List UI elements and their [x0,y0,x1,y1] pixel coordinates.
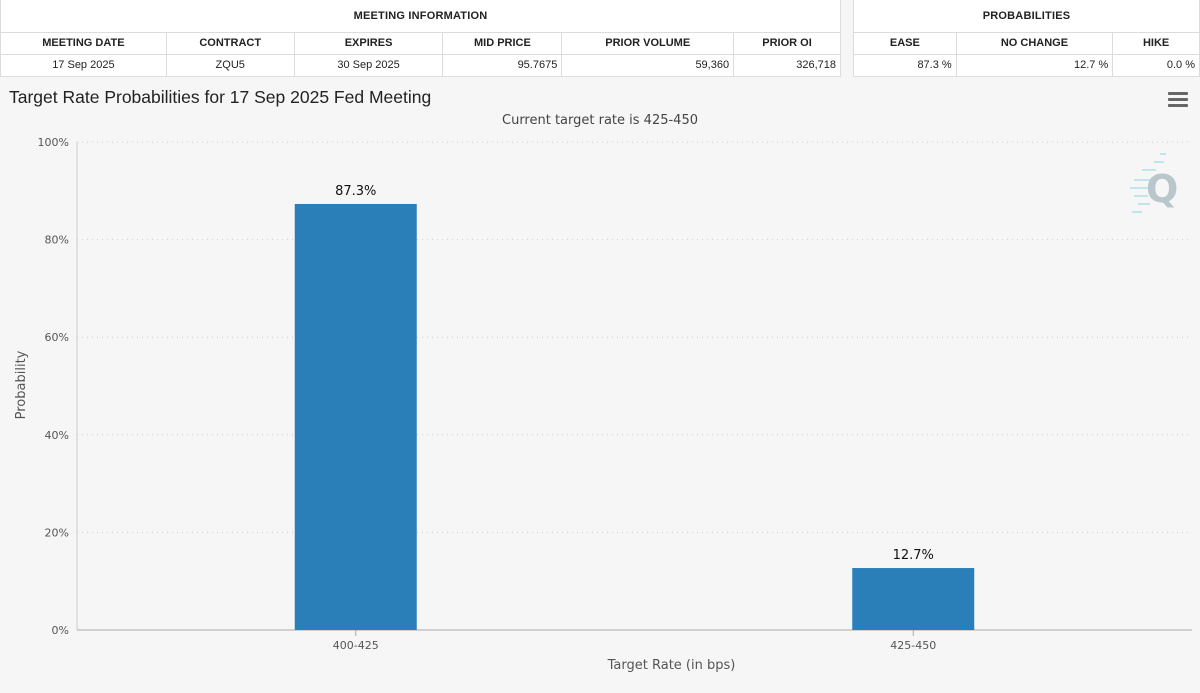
table-row: 87.3 % 12.7 % 0.0 % [853,53,1200,77]
probabilities-table: PROBABILITIES EASE NO CHANGE HIKE 87.3 %… [853,0,1200,77]
cell-ease: 87.3 % [853,53,957,77]
meeting-information-table: MEETING INFORMATION MEETING DATE CONTRAC… [0,0,841,77]
bar [852,568,975,630]
col-ease: EASE [853,31,957,55]
col-contract: CONTRACT [165,31,295,55]
y-tick-label: 40% [45,429,69,442]
cell-meeting-date: 17 Sep 2025 [0,53,167,77]
data-label: 12.7% [893,548,934,563]
x-tick-label: 425-450 [890,639,936,652]
chart-title: Target Rate Probabilities for 17 Sep 202… [9,87,432,107]
table-separator [841,0,853,78]
table-row: 17 Sep 2025 ZQU5 30 Sep 2025 95.7675 59,… [0,53,841,77]
cell-prior-oi: 326,718 [733,53,841,77]
hamburger-menu-icon[interactable] [1168,92,1188,108]
svg-text:Q: Q [1146,167,1178,211]
cell-contract: ZQU5 [165,53,295,77]
y-tick-label: 80% [45,234,69,247]
cell-expires: 30 Sep 2025 [293,53,444,77]
probabilities-header: PROBABILITIES [853,0,1200,33]
col-prior-oi: PRIOR OI [733,31,841,55]
y-tick-label: 60% [45,331,69,344]
q-logo-watermark: Q [1130,153,1178,213]
chart-subtitle: Current target rate is 425-450 [502,113,698,128]
cell-mid-price: 95.7675 [442,53,563,77]
info-tables: MEETING INFORMATION MEETING DATE CONTRAC… [0,0,1200,78]
y-axis-label: Probability [14,350,29,419]
bar [294,203,417,630]
y-tick-label: 20% [45,526,69,539]
cell-hike: 0.0 % [1112,53,1200,77]
x-axis-label: Target Rate (in bps) [607,658,736,673]
data-label: 87.3% [335,184,376,199]
cell-no-change: 12.7 % [955,53,1114,77]
y-tick-label: 100% [38,136,69,149]
x-tick-label: 400-425 [333,639,379,652]
cell-prior-volume: 59,360 [561,53,735,77]
meeting-information-header: MEETING INFORMATION [0,0,841,33]
y-tick-label: 0% [52,624,69,637]
